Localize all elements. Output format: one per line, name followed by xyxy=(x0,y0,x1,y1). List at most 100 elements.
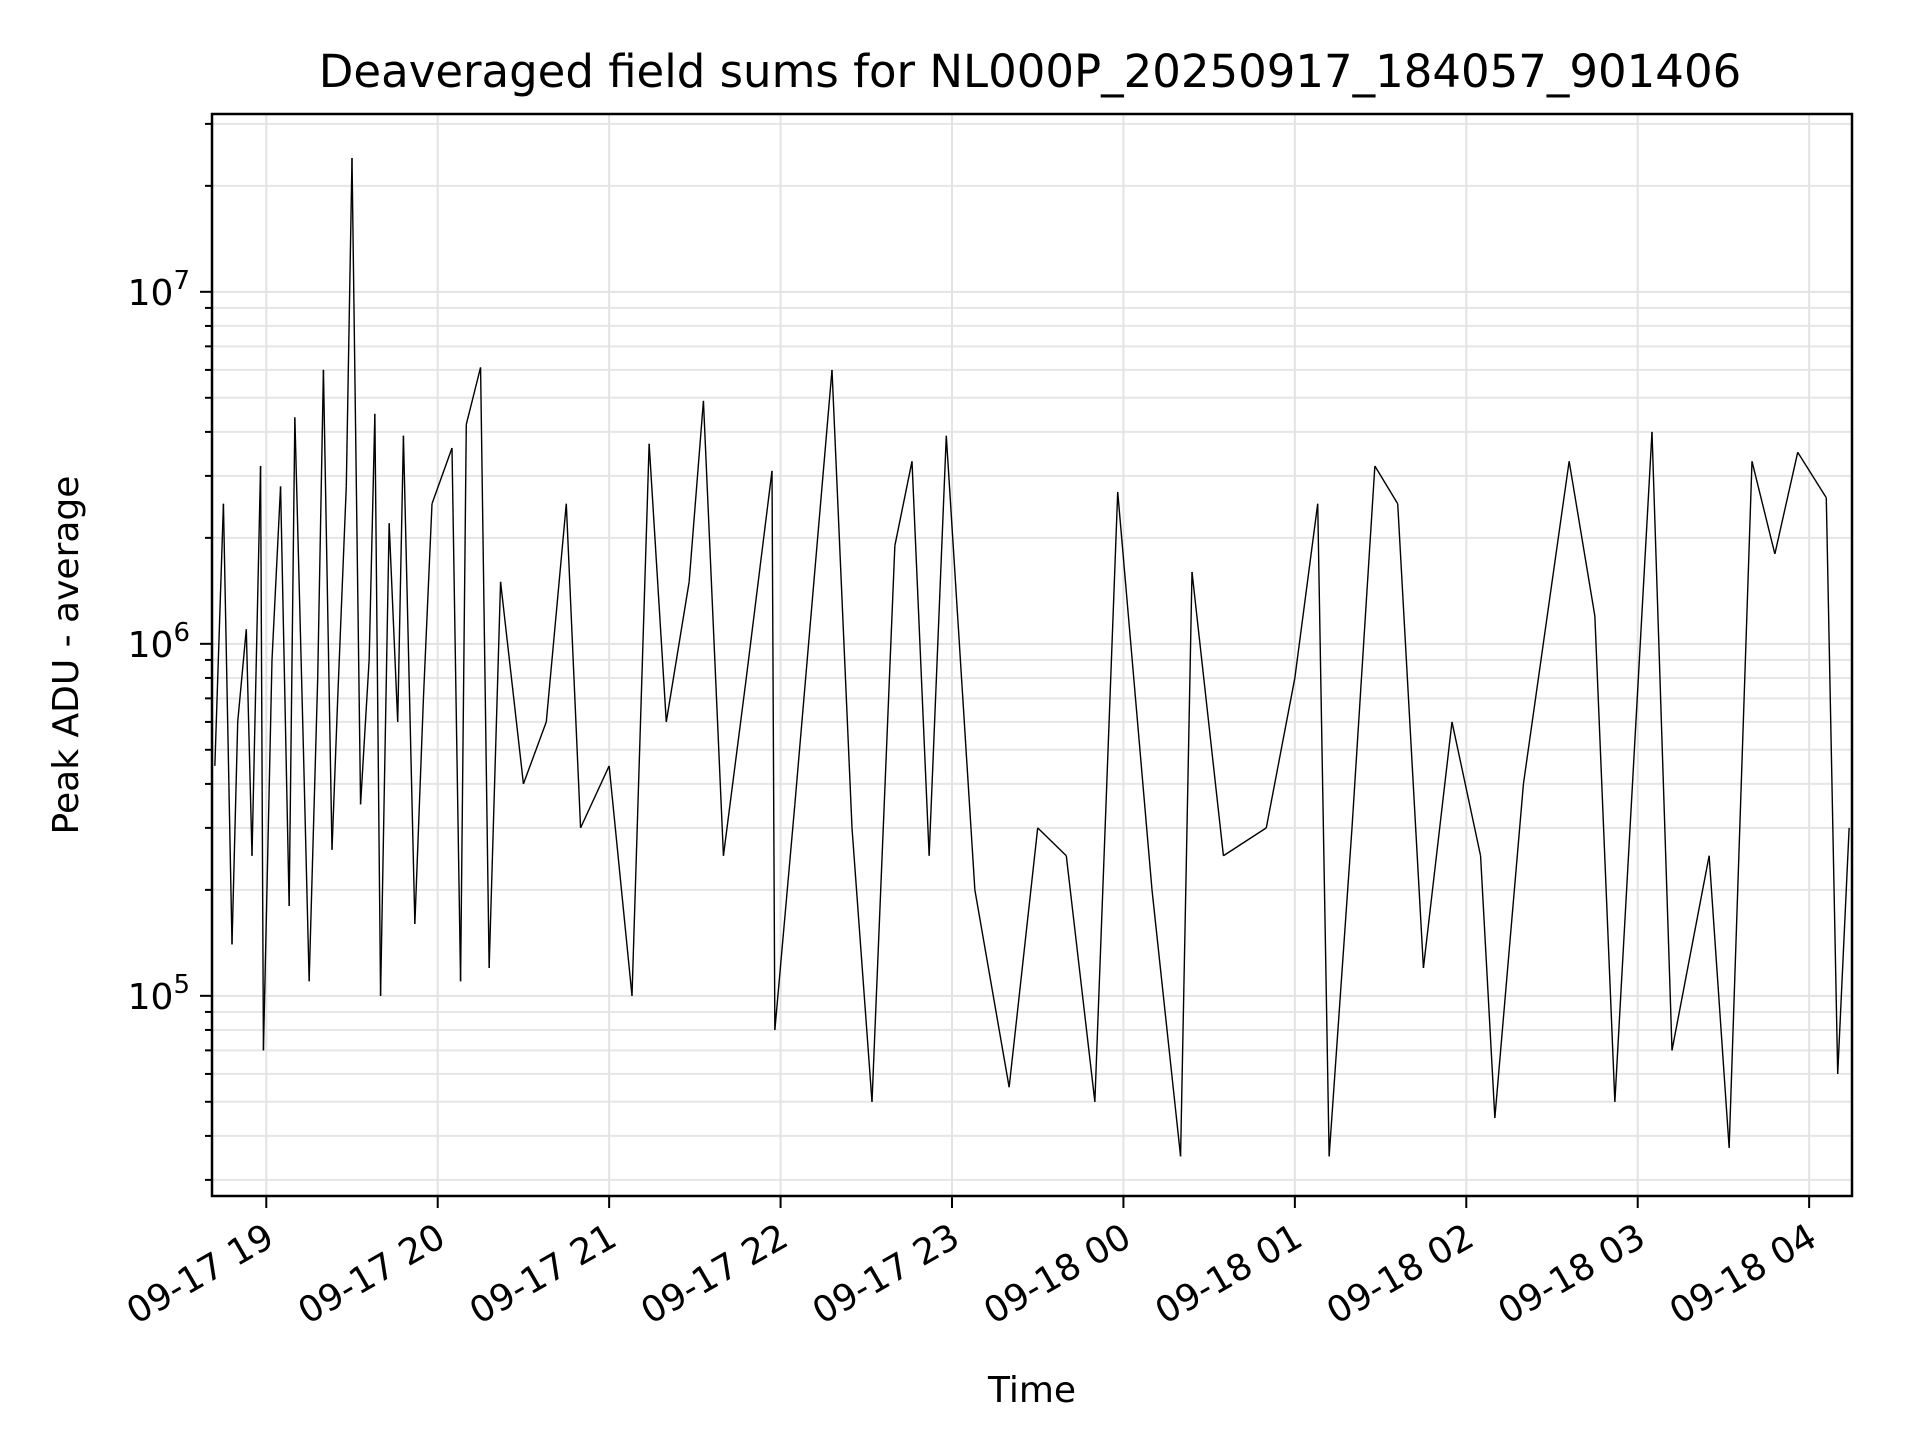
chart-title: Deaveraged field sums for NL000P_2025091… xyxy=(319,45,1741,98)
series-segment xyxy=(397,435,405,722)
series-segment xyxy=(422,503,433,699)
series-segment xyxy=(451,447,462,982)
series-segment xyxy=(1317,503,1330,1157)
series-segment xyxy=(1594,615,1616,1102)
series-segment xyxy=(431,447,453,504)
series-segment xyxy=(928,435,947,856)
series-segment xyxy=(1568,461,1596,617)
series-segment xyxy=(337,486,347,699)
series-segment xyxy=(231,721,239,945)
series-segment xyxy=(288,417,296,906)
series-segment xyxy=(345,157,353,487)
series-segment xyxy=(1522,461,1570,784)
x-axis-label: Time xyxy=(987,1370,1076,1411)
series-segment xyxy=(1728,461,1753,1148)
series-segment xyxy=(631,443,650,996)
series-segment xyxy=(414,698,425,925)
series-segment xyxy=(488,581,502,968)
series-segment xyxy=(579,765,610,829)
series-segment xyxy=(1037,827,1067,857)
series-segment xyxy=(745,470,773,679)
series-segment xyxy=(794,369,833,805)
series-segment xyxy=(1479,855,1496,1118)
series-segment xyxy=(1191,571,1225,856)
series-segment xyxy=(351,157,362,805)
series-segment xyxy=(871,545,896,1102)
series-segment xyxy=(465,367,482,425)
series-segment xyxy=(368,413,376,660)
series-segment xyxy=(214,503,225,766)
series-segment xyxy=(1751,461,1776,555)
series-segment xyxy=(608,765,633,996)
series-segment xyxy=(499,581,525,784)
series-segment xyxy=(317,369,325,678)
series-segment xyxy=(251,465,262,856)
series-segment xyxy=(648,443,667,722)
series-segment xyxy=(1374,465,1399,505)
series-segment xyxy=(459,424,467,982)
series-segment xyxy=(374,413,382,996)
series-segment xyxy=(302,749,310,982)
series-segment xyxy=(1265,677,1296,829)
series-segment xyxy=(294,417,305,750)
series-segment xyxy=(479,367,490,968)
series-segment xyxy=(894,461,913,546)
series-segment xyxy=(245,629,253,856)
series-segment xyxy=(1451,721,1482,856)
series-segment xyxy=(1797,451,1827,499)
series-layer xyxy=(214,157,1850,1157)
series-segment xyxy=(262,659,273,1051)
series-segment xyxy=(322,369,333,850)
series-segment xyxy=(1774,452,1799,555)
series-segment xyxy=(1294,503,1319,679)
series-segment xyxy=(945,435,976,890)
series-segment xyxy=(722,677,747,856)
series-segment xyxy=(1328,827,1353,1157)
grid xyxy=(212,114,1852,1196)
series-segment xyxy=(974,889,1010,1088)
series-segment xyxy=(1708,855,1730,1148)
series-segment xyxy=(771,470,776,1030)
series-segment xyxy=(1671,855,1710,1051)
series-segment xyxy=(1179,571,1193,1157)
series-segment xyxy=(1651,431,1673,1051)
plot-area xyxy=(212,114,1852,1196)
series-segment xyxy=(1094,491,1119,1102)
series-segment xyxy=(1397,503,1425,968)
series-segment xyxy=(237,629,247,722)
series-segment xyxy=(688,400,705,582)
series-segment xyxy=(702,400,725,856)
series-segment xyxy=(565,503,582,828)
series-segment xyxy=(522,721,547,785)
series-segment xyxy=(379,523,390,996)
series-segment xyxy=(1151,889,1182,1157)
series-segment xyxy=(222,503,233,945)
series-segment xyxy=(308,677,319,982)
series-segment xyxy=(1065,855,1096,1102)
series-segment xyxy=(545,503,567,722)
y-tick-label: 105 xyxy=(128,970,190,1018)
plot-frame xyxy=(210,112,1854,1198)
series-segment xyxy=(1837,827,1850,1074)
y-tick-label: 107 xyxy=(128,266,190,314)
series-segment xyxy=(388,523,399,722)
series-segment xyxy=(402,435,416,924)
series-segment xyxy=(1614,431,1653,1102)
series-segment xyxy=(1008,827,1039,1088)
series-segment xyxy=(359,659,370,805)
series-segment xyxy=(911,461,930,856)
series-segment xyxy=(1223,827,1267,857)
y-axis-label: Peak ADU - average xyxy=(46,476,87,835)
series-segment xyxy=(279,486,290,906)
series-segment xyxy=(1494,783,1525,1118)
series-segment xyxy=(259,466,265,1051)
series-segment xyxy=(331,698,339,850)
series-segment xyxy=(1117,491,1153,890)
series-segment xyxy=(851,827,873,1102)
y-tick-label: 106 xyxy=(128,618,190,666)
series-segment xyxy=(1351,465,1376,828)
series-segment xyxy=(831,369,853,828)
series-segment xyxy=(271,486,282,660)
series-segment xyxy=(1422,721,1453,969)
